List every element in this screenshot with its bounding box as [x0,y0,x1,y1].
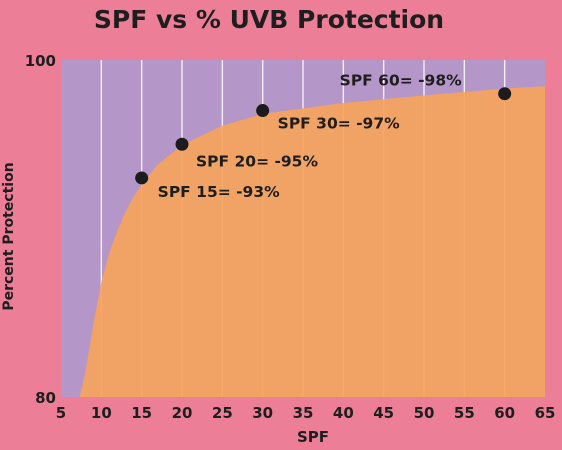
data-label: SPF 15= -93% [158,183,280,201]
x-tick-label: 30 [252,404,273,422]
y-tick-label: 80 [35,389,56,407]
data-points: SPF 15= -93% SPF 20= -95% SPF 30= -97% SPF … [135,72,512,201]
x-tick-label: 60 [494,404,515,422]
x-tick-label: 65 [535,404,556,422]
protection-area [79,86,545,397]
data-label: SPF 30= -97% [278,115,400,133]
y-axis-ticks: 80 100 [25,52,56,407]
x-axis-ticks: 5 10 15 20 25 30 35 40 45 50 55 60 65 [56,404,556,422]
x-tick-label: 15 [131,404,152,422]
y-axis-label: Percent Protection [1,162,17,310]
x-tick-label: 40 [333,404,354,422]
x-tick-label: 10 [91,404,112,422]
x-tick-label: 25 [212,404,233,422]
data-point [498,87,512,101]
x-tick-label: 50 [414,404,435,422]
chart-title: SPF vs % UVB Protection [94,5,444,34]
data-label: SPF 20= -95% [196,152,318,170]
x-tick-label: 35 [293,404,314,422]
x-tick-label: 55 [454,404,475,422]
x-axis-label: SPF [297,428,329,446]
data-label: SPF 60= -98% [340,72,462,90]
data-point [175,137,189,151]
data-point [256,104,270,118]
x-tick-label: 5 [56,404,66,422]
data-point [135,171,149,185]
x-tick-label: 45 [373,404,394,422]
y-tick-label: 100 [25,52,56,70]
x-tick-label: 20 [172,404,193,422]
